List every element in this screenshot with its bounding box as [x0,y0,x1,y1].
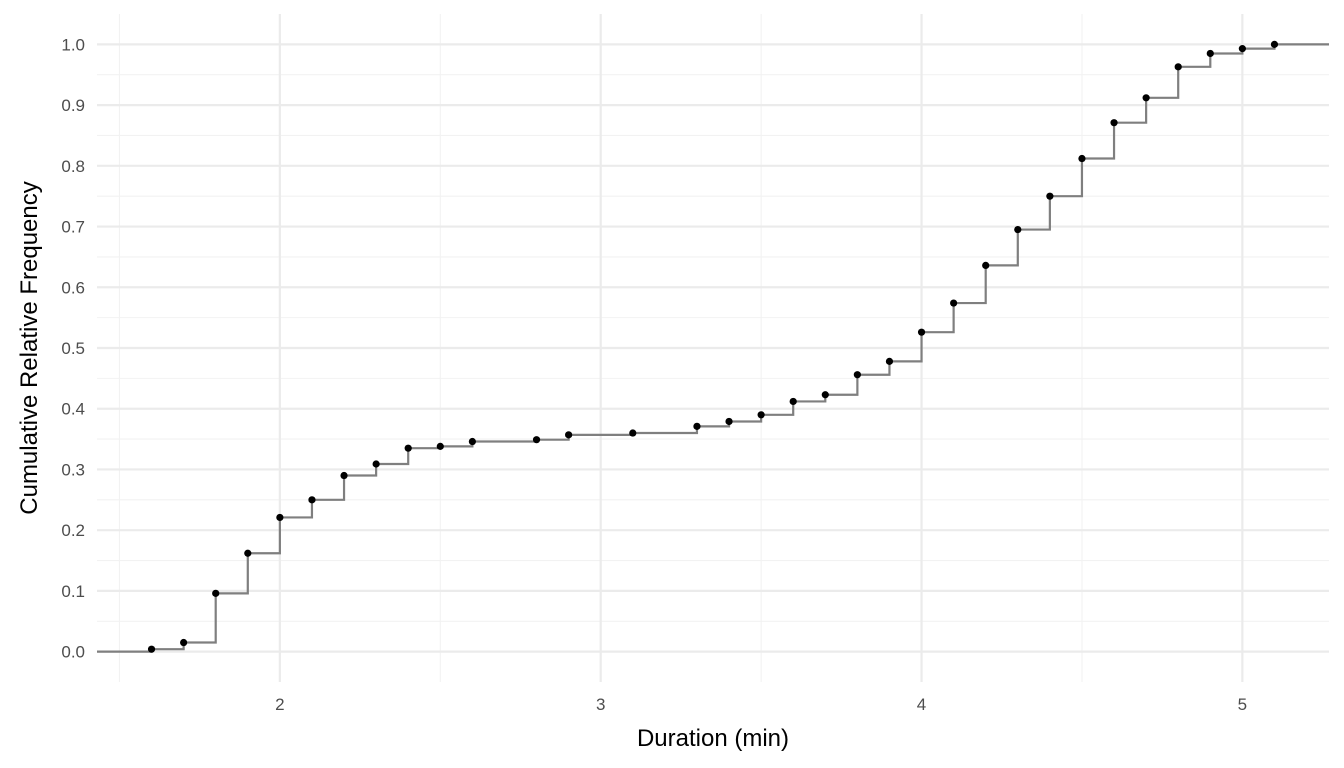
data-point [308,496,316,504]
data-point [565,431,573,439]
y-tick-label: 0.4 [61,400,85,419]
data-point [629,429,637,437]
x-tick-label: 3 [596,695,605,714]
data-point [1046,192,1054,200]
data-point [693,422,701,430]
x-tick-label: 5 [1238,695,1247,714]
data-point [276,513,284,522]
data-point [1078,154,1086,163]
data-point [1206,49,1214,58]
data-point [532,436,541,444]
data-point [982,261,990,270]
data-point [180,638,188,647]
y-tick-label: 0.9 [61,96,85,115]
y-tick-label: 0.2 [61,521,85,540]
y-tick-label: 0.6 [61,278,85,297]
data-point [725,417,733,426]
x-tick-label: 4 [917,695,926,714]
y-axis-title: Cumulative Relative Frequency [16,181,43,514]
data-point [917,328,926,336]
data-point [244,549,252,557]
data-point [821,391,829,399]
data-point [212,589,220,597]
data-point [372,460,380,468]
data-point [1142,94,1150,102]
y-tick-label: 0.7 [61,218,85,237]
x-axis-tick-labels: 2 3 4 5 [275,695,1247,714]
data-point [1238,45,1246,53]
data-point [1270,40,1279,48]
y-tick-label: 1.0 [61,35,85,54]
data-point [853,371,861,379]
data-point [950,299,958,307]
major-gridlines [97,14,1329,682]
y-tick-label: 0.5 [61,339,85,358]
data-point [436,442,444,450]
data-point [757,411,765,419]
y-tick-label: 0.0 [61,643,85,662]
data-point [1014,225,1022,234]
data-point [340,471,348,480]
y-tick-label: 0.8 [61,157,85,176]
x-axis-title: Duration (min) [637,725,789,752]
minor-gridlines [97,14,1329,682]
y-axis-tick-labels: 0.0 0.1 0.2 0.3 0.4 0.5 0.6 0.7 0.8 0.9 1.0 [61,35,85,661]
y-tick-label: 0.3 [61,460,85,479]
data-point [885,357,894,365]
x-tick-label: 2 [275,695,284,714]
data-point [1174,63,1182,71]
y-tick-label: 0.1 [61,582,85,601]
data-point [789,397,797,406]
data-point [1110,119,1118,127]
data-point [468,437,476,446]
data-point [404,444,412,452]
data-point [147,645,156,653]
data-points-layer [147,40,1279,653]
